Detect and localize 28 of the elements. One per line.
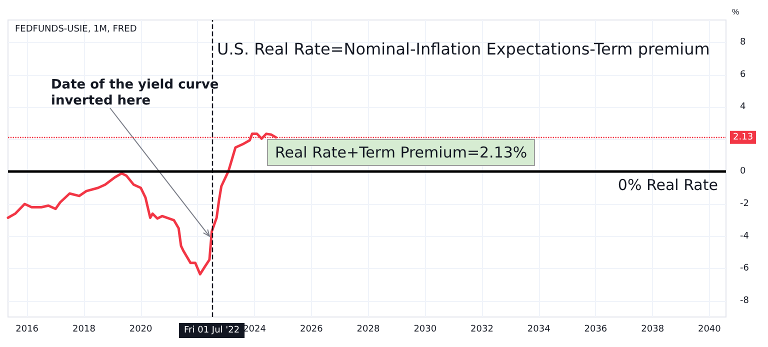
x-tick-label: 2028 [356,324,380,334]
x-tick-label: 2020 [129,324,153,334]
annotation: Date of the yield curve inverted here [51,78,219,108]
annotation: Real Rate+Term Premium=2.13% [275,144,528,162]
x-tick-label: 2030 [414,324,437,334]
x-tick-label: 2016 [16,324,39,334]
y-tick-label: -4 [740,231,750,242]
x-tick-label: 2040 [698,324,722,334]
x-tick-label: 2026 [300,324,324,334]
y-tick-label: 6 [740,70,746,80]
x-tick-label: 2034 [527,324,551,334]
ref-line-label: Fri 01 Jul '22 [184,326,240,336]
x-tick-label: 2018 [72,324,96,334]
y-tick-label: -2 [740,199,749,210]
x-tick-label: 2024 [243,324,266,334]
y-axis-title: % [732,8,740,16]
y-tick-label: 0 [740,166,746,177]
x-tick-label: 2032 [470,324,494,334]
text: FEDFUNDS-USIE, 1M, FRED [15,24,137,34]
y-tick-label: 4 [740,102,746,112]
ref-line-label: 2.13 [733,132,754,142]
y-tick-label: -8 [740,296,750,306]
y-tick-label: 8 [740,38,746,48]
x-tick-label: 2038 [641,324,664,334]
x-tick-label: 2036 [584,324,608,334]
y-tick-label: -6 [740,264,750,274]
text: U.S. Real Rate=Nominal-Inflation Expectations-Term premium [217,40,710,58]
ref-line-label: 0% Real Rate [618,176,718,194]
